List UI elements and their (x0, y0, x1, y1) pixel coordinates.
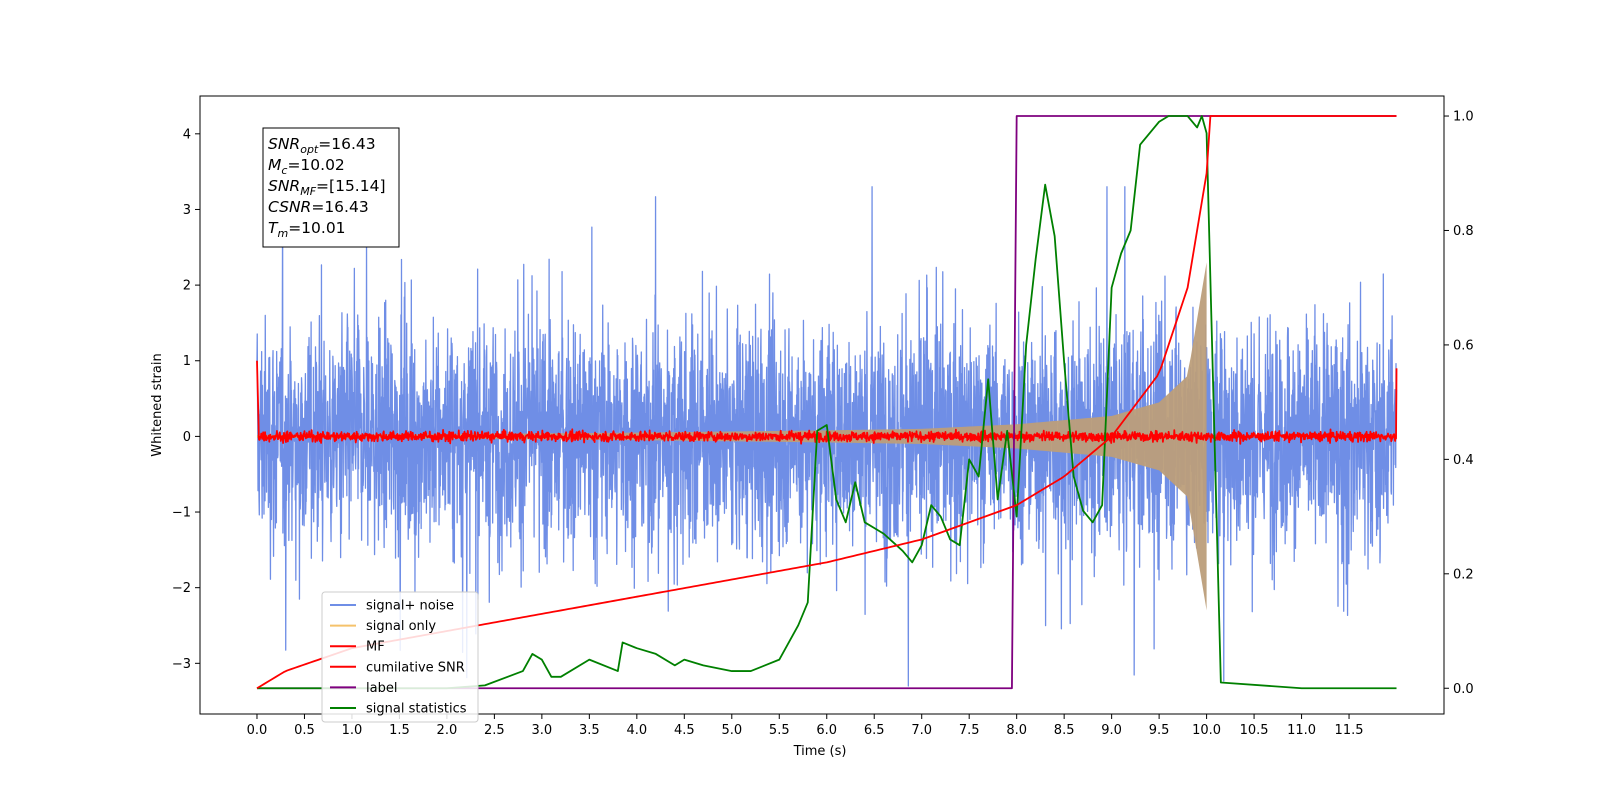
y-tick-label-right: 1.0 (1453, 110, 1474, 125)
y-axis-left: −3 −2 −1 0 1 2 3 4 (172, 127, 200, 672)
annotation-box-frame (262, 127, 400, 248)
x-tick-label: 4.5 (674, 723, 695, 738)
x-tick-label: 9.5 (1149, 723, 1170, 738)
annotation-line: SNRMF=[15.14] (268, 177, 386, 198)
x-axis: 0.0 0.5 1.0 1.5 2.0 2.5 3.0 3.5 4.0 4.5 5.0 5.5 6.0 6… (247, 714, 1364, 738)
x-tick-label: 0.5 (294, 723, 315, 738)
x-tick-label: 1.0 (342, 723, 363, 738)
annotation-subscript: c (281, 164, 287, 177)
x-tick-label: 9.0 (1101, 723, 1122, 738)
annotation-value: =16.43 (311, 198, 368, 216)
legend-label: label (366, 681, 397, 696)
x-tick-label: 4.0 (626, 723, 647, 738)
label-line (256, 115, 1397, 690)
x-tick-label: 11.5 (1335, 723, 1364, 738)
legend-label: signal+ noise (366, 599, 454, 614)
x-tick-label: 3.5 (579, 723, 600, 738)
x-tick-label: 7.5 (959, 723, 980, 738)
legend-label: cumilative SNR (366, 660, 465, 675)
annotation-symbol: SNR (268, 177, 300, 195)
annotation-value: =[15.14] (316, 177, 385, 195)
annotation-line: Mc=10.02 (268, 156, 345, 177)
annotation-line: SNRopt=16.43 (268, 135, 376, 156)
y-tick-label-left: 3 (183, 203, 191, 218)
y-tick-label-right: 0.4 (1453, 453, 1474, 468)
y-tick-label-left: −3 (172, 657, 191, 672)
annotation-symbol: T (268, 219, 279, 237)
legend-label: MF (366, 640, 385, 655)
y-tick-label-right: 0.6 (1453, 338, 1474, 353)
y-tick-label-right: 0.8 (1453, 224, 1474, 239)
annotation-subscript: opt (300, 143, 319, 156)
x-tick-label: 10.5 (1240, 723, 1269, 738)
annotation-line: Tm=10.01 (268, 219, 346, 240)
annotation-value: =10.02 (287, 156, 344, 174)
x-tick-label: 3.0 (532, 723, 553, 738)
plot-frame (199, 95, 1445, 715)
x-tick-label: 6.0 (816, 723, 837, 738)
x-tick-label: 1.5 (389, 723, 410, 738)
y-tick-label-left: −2 (172, 581, 191, 596)
y-tick-label-left: 2 (183, 279, 191, 294)
x-tick-label: 8.0 (1006, 723, 1027, 738)
x-tick-label: 5.5 (769, 723, 790, 738)
y-axis-label-left: Whitened strain (150, 353, 165, 456)
annotation-symbol: CSNR (268, 198, 311, 216)
x-axis-label: Time (s) (793, 744, 847, 759)
y-tick-label-left: 1 (183, 354, 191, 369)
annotation-line: CSNR=16.43 (268, 198, 369, 216)
annotation-value: =10.01 (288, 219, 345, 237)
y-axis-right: 0.0 0.2 0.4 0.6 0.8 1.0 (1444, 110, 1474, 697)
y-tick-label-right: 0.0 (1453, 682, 1474, 697)
legend-label: signal only (366, 619, 436, 634)
annotation-subscript: m (277, 227, 288, 240)
plot-area (256, 115, 1398, 690)
legend-frame (321, 591, 479, 723)
signal-statistics-line (256, 115, 1397, 690)
y-tick-label-left: 0 (183, 430, 191, 445)
annotation-value: =16.43 (318, 135, 375, 153)
x-tick-label: 11.0 (1287, 723, 1316, 738)
x-tick-label: 8.5 (1054, 723, 1075, 738)
annotation-subscript: MF (300, 185, 316, 198)
x-tick-label: 5.0 (721, 723, 742, 738)
y-tick-label-left: −1 (172, 506, 191, 521)
annotation-symbol: SNR (268, 135, 300, 153)
x-tick-label: 2.0 (437, 723, 458, 738)
y-tick-label-right: 0.2 (1453, 567, 1474, 582)
legend-label: signal statistics (366, 702, 467, 717)
x-tick-label: 0.0 (247, 723, 268, 738)
annotation-symbol: M (268, 156, 281, 174)
x-tick-label: 2.5 (484, 723, 505, 738)
annotation-box: SNRopt=16.43Mc=10.02SNRMF=[15.14]CSNR=16… (262, 127, 400, 248)
x-tick-label: 10.0 (1192, 723, 1221, 738)
x-tick-label: 6.5 (864, 723, 885, 738)
x-tick-label: 7.0 (911, 723, 932, 738)
y-tick-label-left: 4 (183, 127, 191, 142)
legend: signal+ noise signal only MF cumilative SNR… (321, 591, 479, 723)
